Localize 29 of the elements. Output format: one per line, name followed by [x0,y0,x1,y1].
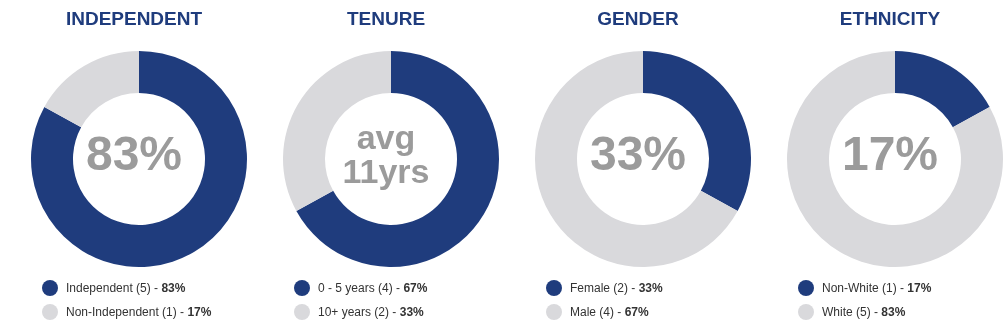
text: 17% [840,127,940,180]
donut-slice [296,51,499,267]
data-label: 83% [881,305,906,319]
legend-label: White (5) - [822,305,879,319]
donut-slice [535,51,738,267]
data-label: 17% [907,281,932,295]
legend-label: Female (2) - [570,281,636,295]
data-label: 67% [624,305,649,319]
text: 83% [84,127,184,180]
legend-label: Non-Independent (1) - [66,305,185,319]
data-label: 33% [638,281,663,295]
donut-slice [44,51,139,128]
text: 33% [588,127,688,180]
data-label: 17% [187,305,212,319]
chart-title: ETHNICITY [838,8,942,31]
data-label: 33% [399,305,424,319]
chart-title: GENDER [596,8,680,31]
legend-label: Non-White (1) - [822,281,905,295]
donut-slice [787,51,1003,267]
donut-slice [895,51,990,128]
chart-title: INDEPENDENT [64,8,204,31]
chart-title: TENURE [345,8,427,31]
legend-label: 10+ years (2) - [318,305,397,319]
legend-label: Male (4) - [570,305,622,319]
donut-slice [31,51,247,267]
legend-label: 0 - 5 years (4) - [318,281,401,295]
data-label: 67% [403,281,428,295]
legend-label: Independent (5) - [66,281,159,295]
data-label: 83% [161,281,186,295]
